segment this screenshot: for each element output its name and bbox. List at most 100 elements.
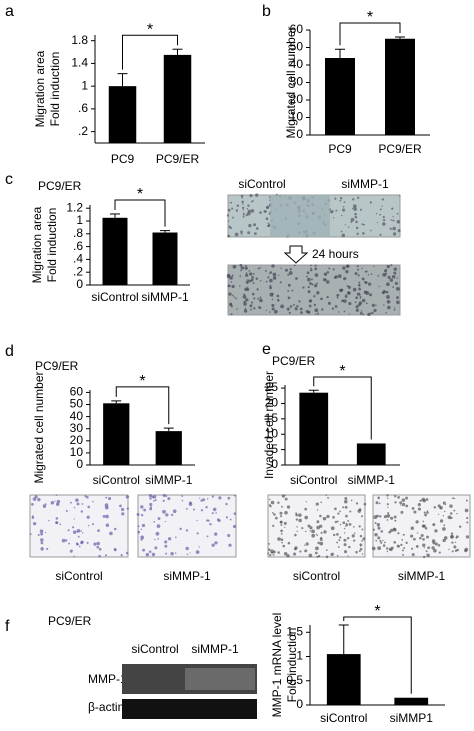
cell-dot	[69, 501, 72, 504]
cell-dot	[229, 518, 232, 521]
cell-dot	[287, 273, 290, 276]
cell-dot	[359, 545, 362, 547]
bar	[163, 54, 192, 143]
cell-dot	[393, 528, 397, 532]
cell-dot	[82, 532, 84, 534]
blot-row-label: MMP-1	[88, 672, 127, 686]
cell-dot	[442, 527, 446, 531]
cell-dot	[249, 193, 253, 198]
cell-dot	[61, 538, 66, 543]
cell-dot	[276, 294, 280, 298]
cell-dot	[273, 513, 276, 516]
cell-dot	[341, 299, 345, 302]
cell-dot	[344, 294, 348, 298]
image-label: siMMP-1	[398, 569, 446, 583]
cell-dot	[400, 543, 403, 547]
cell-dot	[352, 287, 357, 292]
cell-dot	[308, 304, 312, 308]
cell-dot	[410, 526, 415, 530]
bar	[152, 232, 178, 285]
cell-dot	[348, 313, 350, 315]
cell-dot	[214, 532, 218, 536]
cell-dot	[352, 198, 355, 201]
cell-dot	[374, 522, 377, 524]
cell-dot	[322, 278, 327, 282]
cell-dot	[383, 515, 387, 519]
cell-dot	[394, 495, 397, 498]
cell-dot	[195, 550, 200, 554]
cell-dot	[389, 227, 392, 230]
cell-dot	[269, 553, 272, 557]
cell-dot	[284, 511, 288, 515]
cell-dot	[347, 291, 351, 295]
cell-dot	[422, 543, 426, 547]
cell-dot	[415, 520, 419, 524]
cell-dot	[141, 523, 146, 528]
cell-dot	[390, 264, 393, 267]
cell-dot	[422, 520, 425, 523]
cell-dot	[68, 542, 70, 545]
cell-dot	[347, 520, 350, 522]
cell-dot	[336, 296, 339, 299]
cell-dot	[192, 508, 196, 511]
cell-dot	[247, 209, 251, 214]
cell-dot	[304, 549, 308, 553]
cell-dot	[40, 547, 44, 551]
cell-dot	[137, 525, 140, 528]
cell-dot	[376, 221, 379, 224]
cell-dot	[433, 506, 437, 509]
significance-mark: *	[137, 186, 143, 203]
cell-dot	[151, 552, 156, 557]
x-tick-label: siControl	[320, 711, 367, 725]
cell-dot	[427, 546, 430, 550]
bar	[299, 392, 329, 465]
cell-dot	[385, 312, 387, 314]
cell-dot	[196, 532, 199, 535]
cell-dot	[307, 524, 311, 528]
cell-dot	[298, 518, 302, 523]
cell-dot	[54, 500, 56, 502]
significance-mark: *	[367, 9, 373, 26]
cell-dot	[247, 286, 249, 288]
cell-dot	[137, 530, 141, 534]
cell-dot	[434, 542, 438, 546]
cell-dot	[342, 208, 346, 212]
x-tick-label: siMMP-1	[141, 290, 189, 304]
cell-dot	[319, 537, 323, 541]
cell-dot	[240, 232, 243, 235]
cell-dot	[442, 501, 446, 505]
cell-dot	[202, 498, 206, 502]
cell-dot	[378, 285, 380, 288]
cell-dot	[371, 546, 376, 551]
cell-dot	[76, 502, 80, 506]
cell-dot	[80, 530, 83, 532]
cell-dot	[438, 513, 440, 515]
cell-dot	[357, 196, 360, 199]
cell-dot	[282, 544, 286, 548]
cell-dot	[316, 509, 319, 511]
cell-dot	[229, 303, 233, 307]
cell-dot	[310, 264, 312, 267]
cell-dot	[250, 308, 252, 311]
blot-row-label: β-actin	[88, 700, 124, 714]
cell-dot	[387, 511, 390, 515]
cell-dot	[164, 520, 166, 523]
cell-dot	[342, 521, 346, 525]
cell-dot	[271, 303, 275, 308]
x-tick-label: siMMP1	[390, 711, 434, 725]
cell-dot	[239, 285, 241, 287]
image-label: siMMP-1	[341, 177, 389, 191]
cell-dot	[120, 554, 123, 557]
cell-dot	[232, 216, 234, 219]
cell-dot	[319, 541, 324, 546]
cell-dot	[423, 547, 425, 549]
cell-dot	[442, 515, 445, 517]
cell-dot	[456, 512, 458, 515]
cell-dot	[338, 539, 341, 542]
cell-dot	[269, 311, 271, 313]
cell-dot	[355, 296, 359, 300]
cell-dot	[448, 548, 450, 551]
cell-dot	[250, 201, 253, 203]
cell-dot	[360, 515, 364, 518]
cell-dot	[364, 281, 368, 285]
